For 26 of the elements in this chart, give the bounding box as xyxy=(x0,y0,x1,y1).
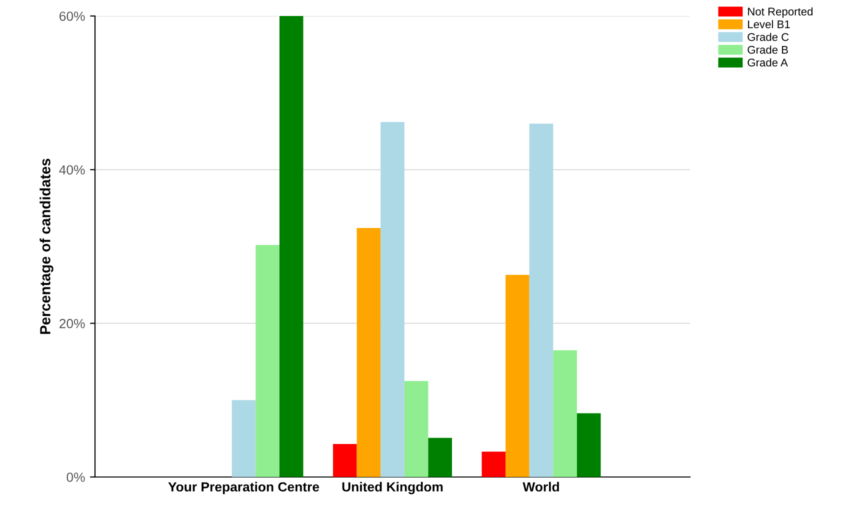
y-tick-label: 0% xyxy=(66,472,85,482)
legend-label: Grade C xyxy=(748,32,789,41)
bar xyxy=(482,452,506,477)
bar xyxy=(256,244,280,477)
bar xyxy=(279,16,304,477)
bar xyxy=(428,438,452,477)
legend-label: Grade B xyxy=(748,46,788,54)
bar xyxy=(380,122,404,477)
legend-label: Level B1 xyxy=(748,20,790,28)
bar xyxy=(506,274,530,477)
bar xyxy=(576,413,601,477)
bar xyxy=(333,444,357,477)
bar xyxy=(356,228,381,477)
legend-label: Not Reported xyxy=(748,7,813,18)
y-tick-label: 60% xyxy=(60,12,85,21)
y-tick-label: 40% xyxy=(59,165,85,175)
x-tick-label: World xyxy=(522,482,559,492)
x-tick-label: United Kingdom xyxy=(342,482,443,494)
bar xyxy=(529,124,554,477)
legend-label: Grade A xyxy=(748,58,788,66)
y-axis-title: Percentage of candidates xyxy=(40,158,54,334)
bar xyxy=(553,350,577,477)
bar xyxy=(232,400,256,477)
y-tick-label: 20% xyxy=(60,318,85,328)
x-tick-label: Your Preparation Centre xyxy=(168,482,320,494)
bar xyxy=(404,380,428,477)
